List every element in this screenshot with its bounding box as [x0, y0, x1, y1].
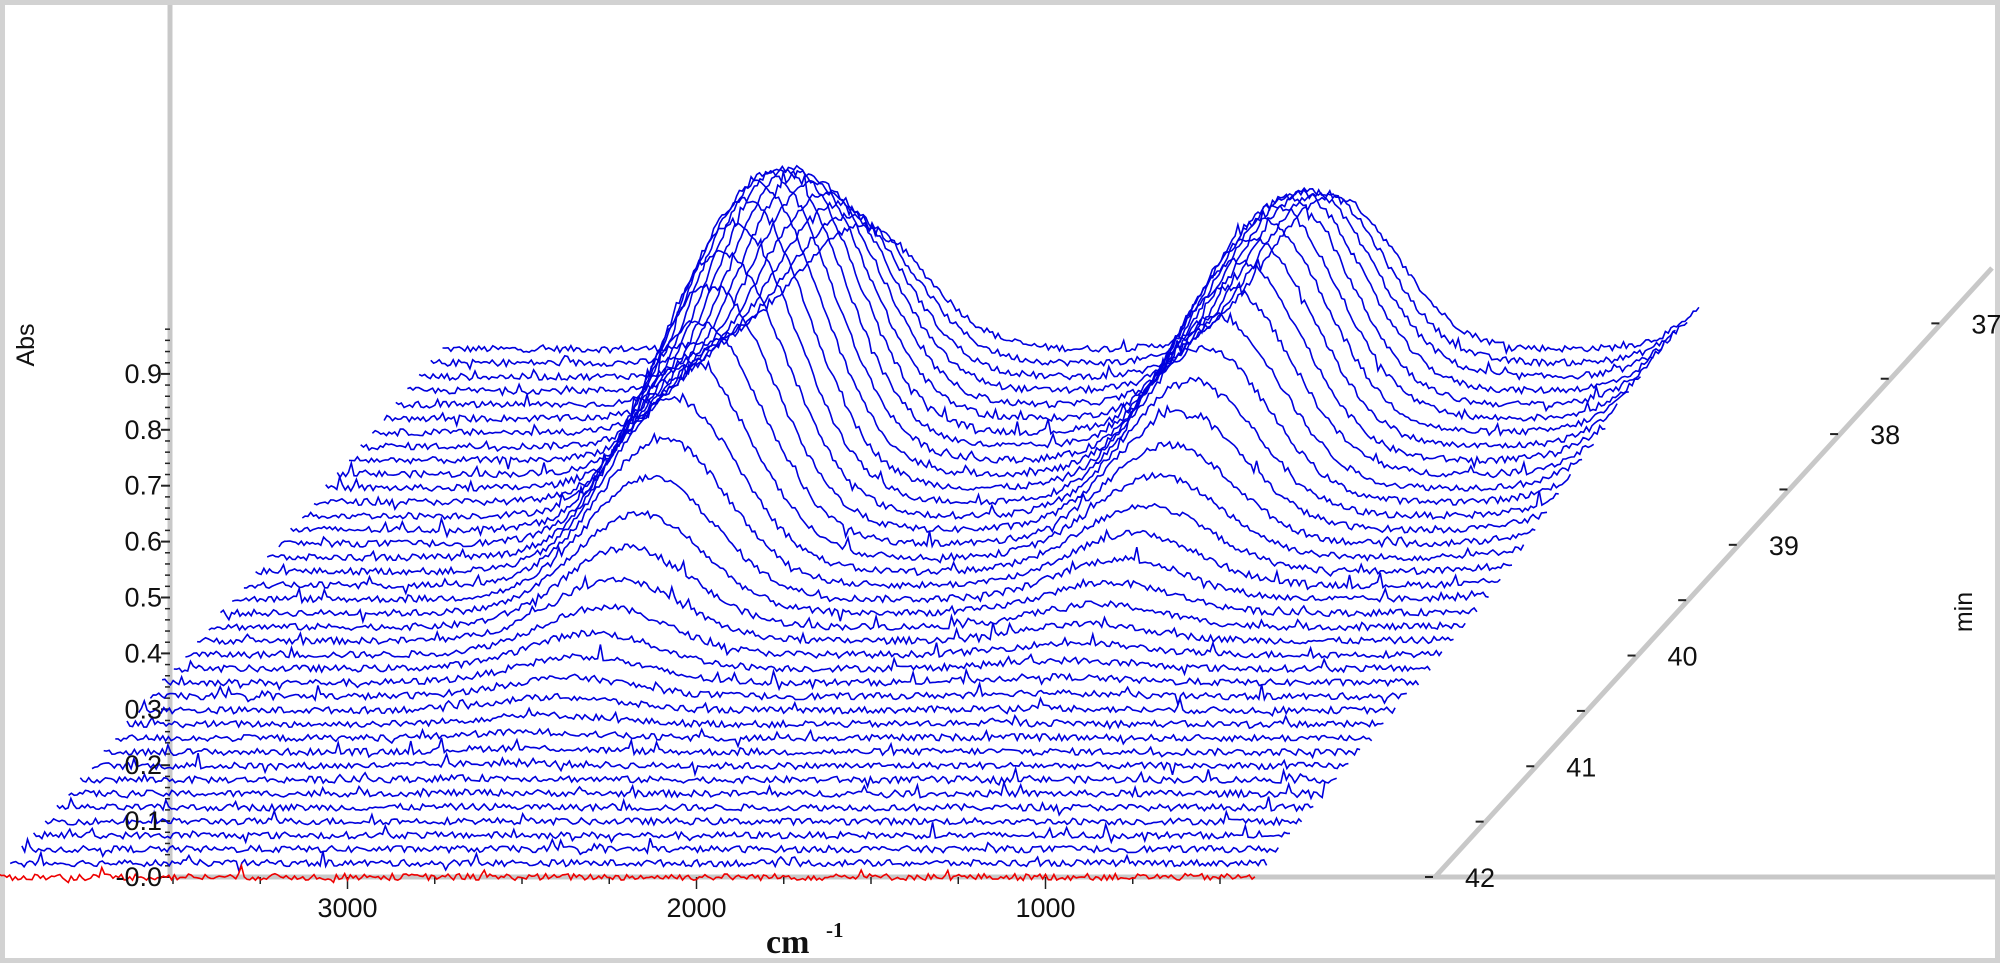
series-line	[161, 644, 1420, 692]
z-tick-label: 42	[1465, 863, 1495, 893]
series-line-front	[0, 862, 1256, 884]
series-line	[360, 165, 1618, 453]
series-line	[395, 179, 1653, 413]
series-line	[243, 431, 1501, 596]
series-line	[91, 751, 1349, 778]
x-tick-label: 1000	[1015, 893, 1075, 923]
z-tick-label: 40	[1668, 642, 1698, 672]
x-tick-label: 2000	[666, 893, 726, 923]
series-line	[44, 808, 1303, 827]
series-line	[301, 249, 1559, 521]
series-line	[138, 692, 1396, 718]
series-line	[21, 836, 1279, 858]
series-line	[278, 320, 1536, 549]
y-tick-label: 0.7	[124, 471, 162, 501]
x-tick-label: 3000	[317, 893, 377, 923]
series-line	[115, 727, 1373, 749]
series-line	[208, 543, 1466, 632]
z-axis-line	[1433, 266, 1994, 879]
z-tick-label: 38	[1870, 420, 1900, 450]
series-line	[56, 796, 1314, 817]
series-line	[430, 188, 1688, 371]
series-line	[336, 179, 1595, 479]
series-group	[0, 164, 1700, 884]
series-line	[103, 737, 1361, 760]
series-line	[371, 164, 1629, 438]
series-line	[79, 765, 1337, 790]
series-line	[219, 509, 1478, 625]
y-tick-label: 0.1	[124, 806, 162, 836]
y-tick-label: 0.3	[124, 694, 162, 724]
series-line	[173, 629, 1431, 677]
y-axis-title: Abs	[12, 323, 40, 366]
z-tick-label: 41	[1566, 752, 1596, 782]
y-tick-label: -0.0	[115, 862, 162, 892]
series-line	[32, 821, 1290, 845]
series-line	[325, 196, 1583, 493]
y-tick-label: 0.2	[124, 750, 162, 780]
series-line	[290, 283, 1548, 539]
y-tick-label: 0.5	[124, 583, 162, 613]
series-line	[266, 356, 1525, 564]
z-tick-label: 37	[1971, 309, 2000, 339]
axes-group	[161, 5, 1995, 889]
series-line	[407, 188, 1665, 397]
y-tick-label: 0.9	[124, 359, 162, 389]
y-tick-label: 0.6	[124, 527, 162, 557]
y-tick-label: 0.8	[124, 415, 162, 445]
series-line	[126, 706, 1384, 731]
series-line	[418, 186, 1676, 382]
labels-group: -0.0 0.1 0.2 0.3 0.4 0.5 0.6 0.7 0.8 0.9 3000 2000 1…	[12, 309, 2000, 961]
series-line	[255, 392, 1513, 577]
series-line	[442, 192, 1700, 356]
series-line	[9, 849, 1268, 875]
x-axis-title-exponent: -1	[826, 918, 844, 942]
series-line	[68, 779, 1326, 801]
series-line	[383, 169, 1642, 429]
series-line	[185, 603, 1443, 660]
series-line	[348, 169, 1606, 470]
x-axis-title: cm	[766, 924, 809, 961]
series-line	[149, 673, 1407, 708]
y-tick-label: 0.4	[124, 638, 162, 668]
series-line	[231, 473, 1489, 605]
series-line	[197, 574, 1454, 647]
z-axis-title: min	[1950, 592, 1978, 632]
series-line	[313, 216, 1572, 512]
z-tick-label: 39	[1769, 531, 1799, 561]
